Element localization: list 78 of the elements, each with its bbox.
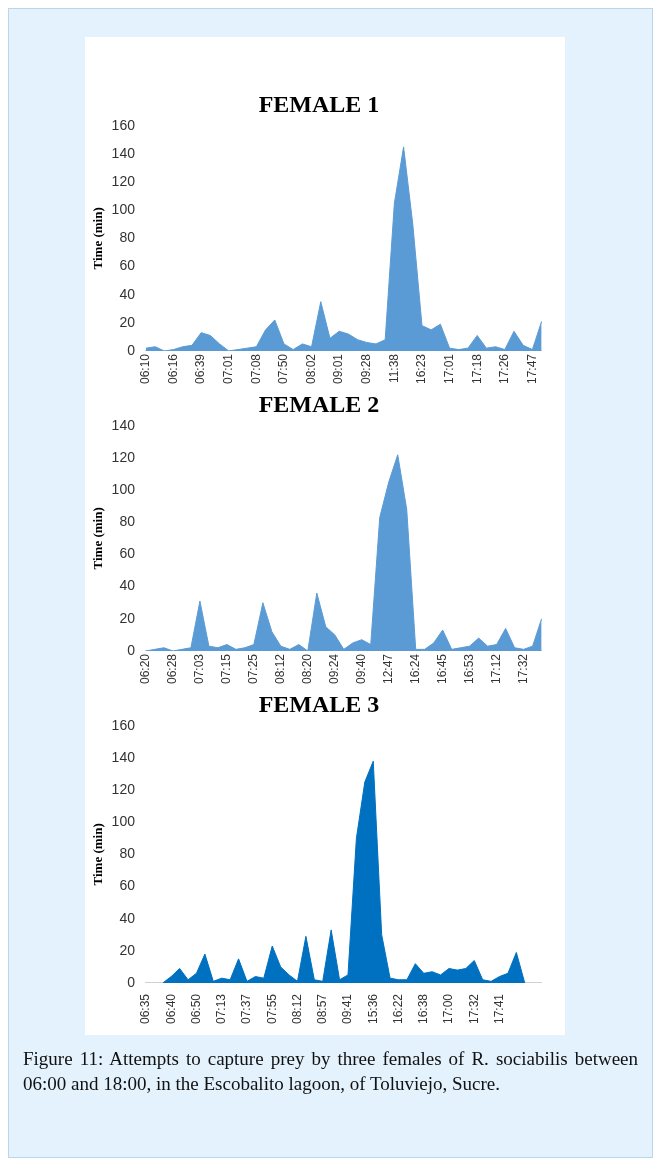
x-tick-label: 09:24 xyxy=(327,653,342,684)
x-tick-label: 07:25 xyxy=(246,653,261,684)
y-tick-label: 0 xyxy=(127,973,136,990)
x-tick-label: 06:50 xyxy=(188,993,203,1024)
y-tick-label: 100 xyxy=(111,813,136,830)
y-tick-label: 40 xyxy=(119,285,136,302)
y-tick-label: 100 xyxy=(111,201,136,218)
x-tick-label: 06:39 xyxy=(193,353,208,384)
y-axis-title: Time (min) xyxy=(90,823,106,886)
y-tick-label: 140 xyxy=(111,748,136,765)
x-tick-label: 07:01 xyxy=(221,353,236,384)
y-tick-label: 140 xyxy=(111,144,136,161)
x-tick-label: 17:32 xyxy=(515,653,530,684)
y-tick-label: 140 xyxy=(111,416,136,433)
x-tick-label: 06:40 xyxy=(163,993,178,1024)
x-tick-label: 12:47 xyxy=(381,653,396,684)
x-tick-label: 16:45 xyxy=(435,653,449,684)
caption: Figure 11: Attempts to capture prey by three females of R. sociabilis between 06:00 and 18:00, in the Escobalito lagoon, of Toluviejo, Sucre. xyxy=(23,1047,638,1096)
y-tick-label: 120 xyxy=(111,172,136,189)
x-tick-label: 16:38 xyxy=(416,993,431,1024)
y-tick-label: 80 xyxy=(119,845,136,862)
y-axis-title: Time (min) xyxy=(90,507,106,570)
y-tick-label: 80 xyxy=(119,513,136,530)
x-tick-label: 06:16 xyxy=(165,353,180,384)
x-tick-label: 07:08 xyxy=(248,353,263,384)
y-tick-label: 20 xyxy=(119,941,136,958)
y-tick-label: 60 xyxy=(119,257,136,274)
y-tick-label: 40 xyxy=(119,909,136,926)
x-tick-label: 16:24 xyxy=(408,653,423,684)
y-tick-label: 120 xyxy=(111,780,136,797)
y-tick-label: 160 xyxy=(111,116,136,133)
y-axis-title: Time (min) xyxy=(90,207,106,270)
x-tick-label: 07:13 xyxy=(214,993,229,1024)
x-tick-label: 17:01 xyxy=(441,353,456,384)
y-tick-label: 60 xyxy=(119,545,136,562)
x-tick-label: 07:37 xyxy=(239,993,254,1024)
x-tick-label: 17:18 xyxy=(469,353,484,384)
y-tick-label: 100 xyxy=(111,480,136,497)
x-tick-label: 11:38 xyxy=(386,353,401,384)
chart-title: FEMALE 2 xyxy=(258,390,380,417)
x-tick-label: 17:12 xyxy=(488,653,503,684)
x-tick-label: 07:55 xyxy=(264,993,279,1024)
chart-title: FEMALE 3 xyxy=(258,690,380,717)
x-tick-label: 06:28 xyxy=(165,653,180,684)
y-tick-label: 0 xyxy=(127,641,136,658)
x-tick-label: 17:32 xyxy=(466,993,481,1024)
x-tick-label: 09:41 xyxy=(340,993,355,1024)
x-tick-label: 07:03 xyxy=(192,653,207,684)
chart-title: FEMALE 1 xyxy=(258,90,380,117)
x-tick-label: 06:35 xyxy=(138,993,153,1024)
x-tick-label: 15:36 xyxy=(365,993,380,1024)
x-tick-label: 17:00 xyxy=(441,993,456,1024)
y-tick-label: 160 xyxy=(111,716,136,733)
x-tick-label: 07:15 xyxy=(219,653,234,684)
x-tick-label: 16:22 xyxy=(390,993,405,1024)
x-tick-label: 09:01 xyxy=(331,353,346,384)
y-tick-label: 20 xyxy=(119,609,136,626)
x-tick-label: 08:20 xyxy=(300,653,315,684)
y-tick-label: 0 xyxy=(127,341,136,358)
x-tick-label: 08:57 xyxy=(315,993,330,1024)
y-tick-label: 60 xyxy=(119,877,136,894)
x-tick-label: 17:41 xyxy=(491,993,506,1024)
y-tick-label: 40 xyxy=(119,577,136,594)
y-tick-label: 20 xyxy=(119,313,136,330)
x-tick-label: 08:12 xyxy=(273,653,288,684)
x-tick-label: 06:10 xyxy=(138,353,153,384)
y-tick-label: 120 xyxy=(111,448,136,465)
x-tick-label: 08:02 xyxy=(303,353,318,384)
x-tick-label: 07:50 xyxy=(276,353,291,384)
x-tick-label: 17:26 xyxy=(497,353,512,384)
y-tick-label: 80 xyxy=(119,229,136,246)
x-tick-label: 17:47 xyxy=(524,353,539,384)
x-tick-label: 06:20 xyxy=(138,653,153,684)
x-tick-label: 08:12 xyxy=(289,993,304,1024)
x-tick-label: 16:53 xyxy=(461,653,476,684)
x-tick-label: 16:23 xyxy=(414,353,429,384)
x-tick-label: 09:40 xyxy=(354,653,369,684)
x-tick-label: 09:28 xyxy=(359,353,374,384)
